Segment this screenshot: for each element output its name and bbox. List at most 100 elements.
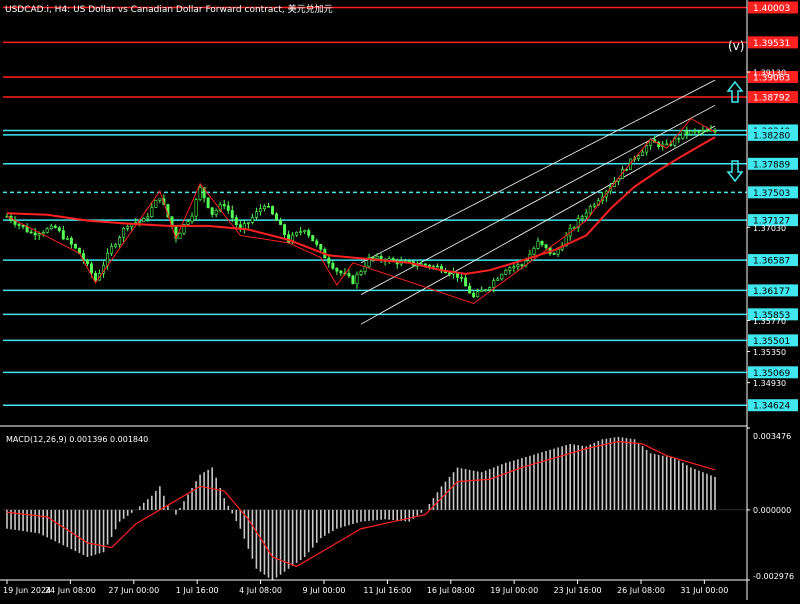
time-tick-label: 26 Jul 08:00 bbox=[617, 586, 665, 595]
candle-body bbox=[488, 287, 492, 290]
candle-body bbox=[214, 210, 218, 215]
macd-tick-label: 0.003476 bbox=[753, 432, 791, 441]
candle-body bbox=[355, 274, 359, 285]
candle-body bbox=[29, 231, 33, 234]
candle-body bbox=[500, 274, 504, 280]
macd-label: MACD(12,26,9) 0.001396 0.001840 bbox=[6, 435, 148, 444]
candle-body bbox=[431, 265, 435, 268]
candle-body bbox=[592, 204, 596, 207]
candle-body bbox=[295, 232, 299, 236]
candle-body bbox=[375, 256, 379, 259]
candle-body bbox=[645, 145, 649, 153]
candle-body bbox=[480, 289, 484, 293]
candle-body bbox=[327, 257, 331, 264]
candle-body bbox=[118, 237, 122, 246]
macd-tick-label: 0.000000 bbox=[753, 506, 791, 515]
time-tick-label: 31 Jul 00:00 bbox=[680, 586, 728, 595]
candle-body bbox=[536, 240, 540, 249]
candle-body bbox=[202, 187, 206, 199]
candle-body bbox=[701, 130, 705, 132]
channel-line-mid bbox=[360, 104, 716, 295]
candle-body bbox=[283, 224, 287, 235]
candle-body bbox=[275, 213, 279, 221]
candle-body bbox=[65, 238, 69, 240]
candle-body bbox=[73, 243, 77, 249]
candle-body bbox=[508, 267, 512, 271]
candle-body bbox=[665, 143, 669, 146]
candle-body bbox=[472, 292, 476, 298]
candle-body bbox=[311, 235, 315, 242]
candle-body bbox=[37, 233, 41, 236]
price-tick-label: 1.39130 bbox=[753, 69, 786, 78]
candle-body bbox=[556, 249, 560, 255]
candle-body bbox=[194, 199, 198, 217]
support-level-tag bbox=[748, 214, 798, 227]
candle-body bbox=[246, 222, 250, 224]
price-tick-label: 1.37030 bbox=[753, 224, 786, 233]
candle-body bbox=[303, 230, 307, 232]
support-level-tag bbox=[748, 308, 798, 321]
candle-body bbox=[299, 231, 303, 233]
resistance-level-tag bbox=[748, 70, 798, 83]
macd-signal-line bbox=[6, 440, 716, 568]
support-level-label: 1.34624 bbox=[753, 402, 790, 412]
candle-body bbox=[351, 275, 355, 285]
zigzag bbox=[6, 117, 716, 305]
candle-body bbox=[435, 265, 439, 268]
level-lines bbox=[3, 6, 747, 406]
candle-body bbox=[391, 258, 395, 261]
candle-body bbox=[234, 217, 238, 225]
support-level-label: 1.35069 bbox=[753, 369, 790, 379]
resistance-level-tag bbox=[748, 91, 798, 104]
wave-label: (v) bbox=[728, 39, 744, 53]
candle-body bbox=[693, 130, 697, 133]
candle-body bbox=[45, 228, 49, 233]
candle-body bbox=[198, 187, 202, 200]
candle-body bbox=[41, 232, 45, 235]
candle-body bbox=[57, 227, 61, 231]
candle-body bbox=[258, 208, 262, 213]
support-level-label: 1.38280 bbox=[753, 131, 790, 141]
candle-body bbox=[210, 207, 214, 215]
price-tick-label: 1.34930 bbox=[753, 379, 786, 388]
candle-body bbox=[492, 280, 496, 288]
candle-body bbox=[689, 130, 693, 135]
candle-body bbox=[496, 278, 500, 281]
candle-body bbox=[512, 266, 516, 269]
candle-body bbox=[150, 207, 154, 217]
candle-body bbox=[17, 224, 21, 226]
candle-body bbox=[262, 205, 266, 210]
candle-body bbox=[61, 230, 65, 240]
time-tick-label: 23 Jul 16:00 bbox=[554, 586, 602, 595]
candle-body bbox=[85, 260, 89, 265]
channel-line-upper bbox=[360, 79, 716, 264]
chart-title: USDCAD.i, H4: US Dollar vs Canadian Doll… bbox=[5, 3, 333, 15]
candle-body bbox=[580, 216, 584, 219]
candle-body bbox=[122, 228, 126, 238]
candle-body bbox=[319, 244, 323, 250]
candle-body bbox=[89, 263, 93, 274]
candle-body bbox=[126, 226, 130, 229]
candle-body bbox=[222, 204, 226, 207]
candle-body bbox=[347, 273, 351, 277]
candle-body bbox=[21, 224, 25, 227]
down-arrow-icon bbox=[726, 160, 744, 183]
candle-body bbox=[359, 271, 363, 275]
trend-channel bbox=[360, 79, 716, 325]
candle-body bbox=[206, 197, 210, 208]
time-tick-label: 24 Jun 08:00 bbox=[45, 586, 96, 595]
candle-body bbox=[154, 200, 158, 208]
support-level-label: 1.37127 bbox=[753, 217, 790, 227]
candle-body bbox=[254, 211, 258, 218]
time-tick-label: 11 Jul 16:00 bbox=[363, 586, 411, 595]
candle-body bbox=[110, 246, 114, 254]
candle-body bbox=[460, 277, 464, 279]
channel-line-lower bbox=[360, 125, 716, 325]
support-level-label: 1.35853 bbox=[753, 311, 790, 321]
time-tick-label: 19 Jun 2024 bbox=[3, 586, 51, 595]
time-tick-label: 16 Jul 08:00 bbox=[427, 586, 475, 595]
candle-body bbox=[182, 224, 186, 234]
